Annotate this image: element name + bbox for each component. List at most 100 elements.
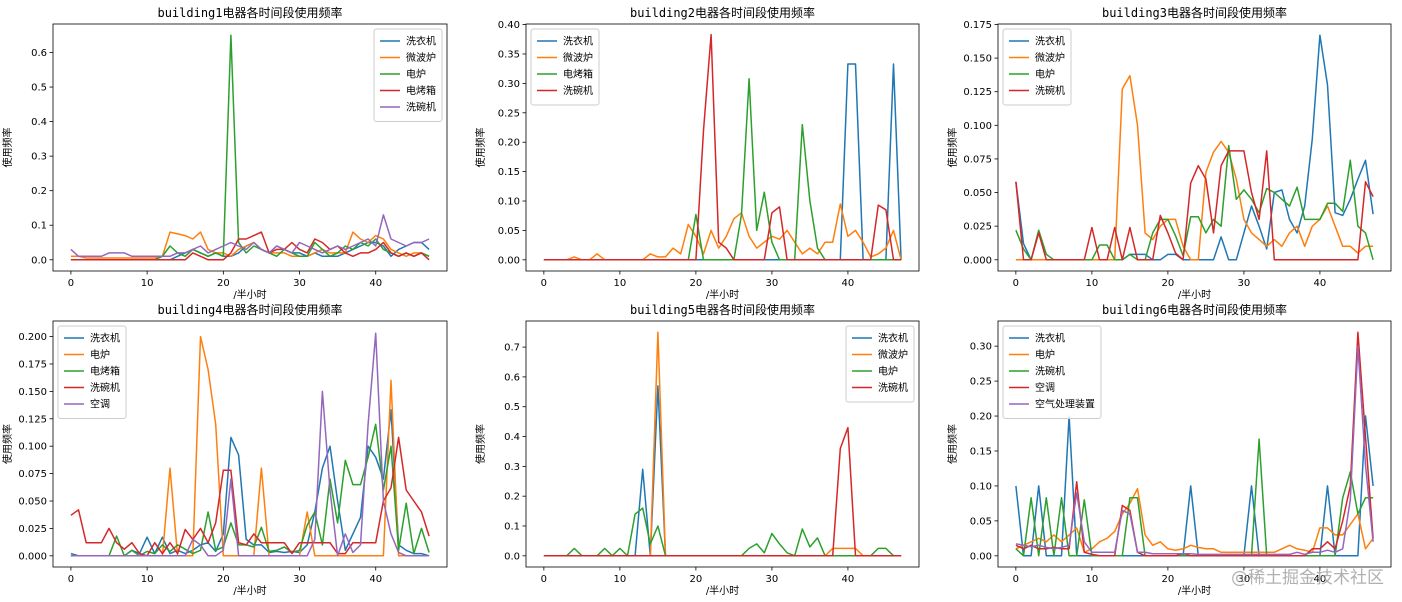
x-tick-label: 40 bbox=[842, 278, 855, 289]
legend-label: 洗碗机 bbox=[1035, 365, 1065, 378]
y-axis-label: 使用频率 bbox=[474, 128, 487, 168]
y-tick-label: 0.00 bbox=[498, 255, 520, 266]
y-tick-label: 0.2 bbox=[504, 492, 520, 503]
y-tick-label: 0.075 bbox=[18, 469, 47, 480]
legend-box bbox=[530, 28, 600, 106]
series-line-4 bbox=[1015, 331, 1374, 557]
y-tick-label: 0.075 bbox=[963, 154, 992, 165]
legend-label: 微波炉 bbox=[406, 51, 436, 64]
legend-box bbox=[57, 325, 127, 419]
y-tick-label: 0.4 bbox=[31, 117, 47, 128]
y-tick-label: 0.30 bbox=[498, 79, 520, 90]
legend-label: 空气处理装置 bbox=[1035, 398, 1095, 411]
y-tick-label: 0.35 bbox=[498, 49, 520, 60]
y-tick-label: 0.000 bbox=[18, 551, 47, 562]
legend-label: 电炉 bbox=[1035, 348, 1055, 361]
y-tick-label: 0.100 bbox=[963, 121, 992, 132]
legend-label: 空调 bbox=[90, 398, 110, 411]
legend-box bbox=[373, 28, 443, 122]
x-tick-label: 10 bbox=[614, 278, 627, 289]
series-line-3 bbox=[1015, 144, 1374, 261]
x-tick-label: 20 bbox=[217, 278, 230, 289]
x-tick-label: 0 bbox=[68, 278, 74, 289]
x-axis-label: /半小时 bbox=[1178, 288, 1211, 301]
x-tick-label: 10 bbox=[141, 574, 154, 585]
y-tick-label: 0.00 bbox=[970, 551, 992, 562]
x-tick-label: 40 bbox=[369, 278, 382, 289]
y-axis-label: 使用频率 bbox=[474, 424, 487, 464]
plot-frame bbox=[52, 23, 448, 272]
y-tick-label: 0.7 bbox=[504, 343, 520, 354]
legend-label: 微波炉 bbox=[563, 51, 593, 64]
series-line-1 bbox=[543, 385, 902, 557]
chart-title: building3电器各时间段使用频率 bbox=[1102, 5, 1287, 20]
y-tick-label: 0.050 bbox=[18, 497, 47, 508]
y-tick-label: 0.100 bbox=[18, 442, 47, 453]
legend-label: 电烤箱 bbox=[406, 84, 436, 97]
chart-panel-1: building1电器各时间段使用频率 0 10 20 30 40 0.0 0.1 0.2 0.3… bbox=[1, 5, 448, 301]
y-tick-label: 0.175 bbox=[18, 359, 47, 370]
y-tick-label: 0.3 bbox=[31, 152, 47, 163]
x-axis-label: /半小时 bbox=[706, 584, 739, 597]
x-tick-label: 0 bbox=[1013, 574, 1019, 585]
x-tick-label: 40 bbox=[1314, 278, 1327, 289]
x-tick-label: 30 bbox=[766, 278, 779, 289]
series-line-3 bbox=[70, 423, 430, 557]
series-line-4 bbox=[70, 231, 430, 261]
y-tick-label: 0.150 bbox=[18, 387, 47, 398]
y-tick-label: 0.175 bbox=[963, 20, 992, 31]
x-tick-label: 30 bbox=[1238, 574, 1251, 585]
y-tick-label: 0.20 bbox=[970, 412, 992, 423]
y-tick-label: 0.40 bbox=[498, 20, 520, 31]
watermark-text: @稀土掘金技术社区 bbox=[1231, 568, 1384, 588]
legend-label: 洗衣机 bbox=[1035, 35, 1065, 48]
y-tick-label: 0.15 bbox=[970, 446, 992, 457]
series-line-4 bbox=[543, 426, 902, 557]
plot-frame bbox=[525, 23, 920, 272]
plot-frame bbox=[997, 320, 1392, 568]
y-tick-label: 0.150 bbox=[963, 54, 992, 65]
x-tick-label: 20 bbox=[1162, 574, 1175, 585]
x-tick-label: 20 bbox=[690, 278, 703, 289]
y-tick-label: 0.25 bbox=[498, 108, 520, 119]
legend-label: 电烤箱 bbox=[563, 68, 593, 81]
legend-label: 洗碗机 bbox=[406, 101, 436, 114]
series-line-5 bbox=[70, 214, 430, 258]
chart-panel-4: building4电器各时间段使用频率 0 10 20 30 40 0.000 0.025 0.… bbox=[1, 302, 448, 597]
legend-label: 洗衣机 bbox=[406, 35, 436, 48]
x-axis-label: /半小时 bbox=[1178, 584, 1211, 597]
y-tick-label: 0.200 bbox=[18, 332, 47, 343]
legend-label: 洗碗机 bbox=[563, 84, 593, 97]
y-tick-label: 0.5 bbox=[31, 83, 47, 94]
legend-label: 洗碗机 bbox=[1035, 84, 1065, 97]
series-line-2 bbox=[70, 231, 430, 259]
x-tick-label: 10 bbox=[1086, 574, 1099, 585]
x-tick-label: 20 bbox=[1162, 278, 1175, 289]
x-tick-label: 0 bbox=[541, 278, 547, 289]
x-tick-label: 10 bbox=[1086, 278, 1099, 289]
y-tick-label: 0.25 bbox=[970, 377, 992, 388]
y-tick-label: 0.15 bbox=[498, 167, 520, 178]
y-tick-label: 0.30 bbox=[970, 342, 992, 353]
chart-panel-6: building6电器各时间段使用频率 0 10 20 30 40 0.00 0.05 0.10… bbox=[946, 302, 1392, 597]
chart-panel-2: building2电器各时间段使用频率 0 10 20 30 40 0.00 0.05 0.10… bbox=[474, 5, 920, 301]
legend-label: 洗碗机 bbox=[878, 381, 908, 394]
x-tick-label: 30 bbox=[293, 278, 306, 289]
legend-box bbox=[1002, 28, 1072, 106]
series-line-2 bbox=[543, 203, 902, 261]
y-tick-label: 0.6 bbox=[504, 372, 520, 383]
legend-box bbox=[1002, 325, 1102, 419]
y-tick-label: 0.05 bbox=[970, 516, 992, 527]
legend-label: 电炉 bbox=[90, 348, 110, 361]
legend-label: 洗衣机 bbox=[90, 332, 120, 345]
y-tick-label: 0.125 bbox=[18, 414, 47, 425]
y-tick-label: 0.0 bbox=[31, 255, 47, 266]
series-line-5 bbox=[1015, 345, 1374, 556]
legend-label: 微波炉 bbox=[1035, 51, 1065, 64]
x-tick-label: 20 bbox=[690, 574, 703, 585]
x-tick-label: 10 bbox=[141, 278, 154, 289]
